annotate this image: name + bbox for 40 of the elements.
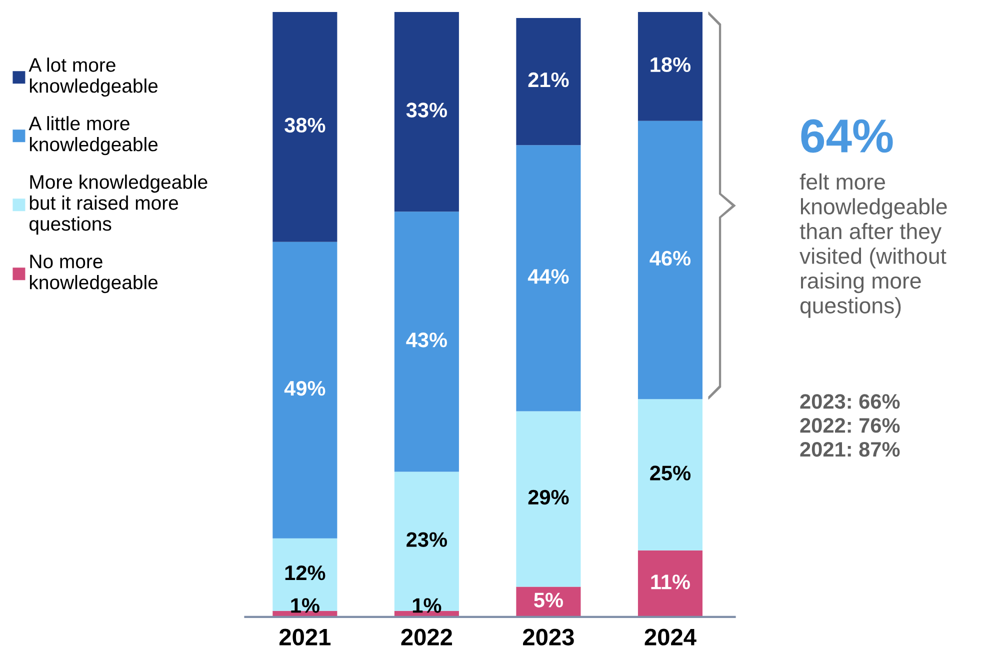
data-label: 1% <box>291 598 320 613</box>
bar <box>638 399 702 550</box>
data-label: 12% <box>285 565 326 580</box>
data-label: 49% <box>284 380 326 396</box>
legend-label: A lot more knowledgeable <box>28 58 158 97</box>
data-label: 21% <box>528 72 569 88</box>
bar <box>516 18 581 146</box>
legend-label: More knowledgeable but it raised more questions <box>30 174 208 235</box>
x-tick-label: 2021 <box>279 628 331 646</box>
data-label: 33% <box>406 102 447 118</box>
text: felt more knowledgeable than after they visited (without raising more questions) <box>800 173 947 318</box>
bar <box>638 12 702 121</box>
data-label: 18% <box>650 57 691 72</box>
bar <box>272 12 338 242</box>
bar <box>516 411 581 587</box>
bar <box>516 145 581 412</box>
x-tick-label: 2024 <box>644 628 696 646</box>
data-label: 43% <box>406 332 447 348</box>
x-tick-label: 2023 <box>523 628 574 646</box>
data-label: 23% <box>406 532 447 547</box>
text: 2023: 66% 2022: 76% 2021: 87% <box>800 394 900 457</box>
data-label: 29% <box>528 490 569 505</box>
bar <box>394 212 459 472</box>
legend-label: No more knowledgeable <box>30 254 158 294</box>
data-label: 46% <box>650 250 691 266</box>
x-tick-label: 2022 <box>401 628 452 646</box>
bar <box>394 12 459 212</box>
data-label: 38% <box>284 118 326 133</box>
bar <box>272 538 338 611</box>
data-label: 25% <box>650 466 691 480</box>
data-label: 44% <box>528 269 569 284</box>
data-label: 11% <box>651 574 690 590</box>
data-label: 1% <box>412 598 442 613</box>
data-label: 5% <box>534 592 563 608</box>
bar <box>272 242 338 538</box>
bar <box>394 472 459 611</box>
legend-label: A little more knowledgeable <box>28 116 158 156</box>
bar <box>638 120 702 400</box>
bar <box>638 550 702 617</box>
text: 64% <box>801 119 893 153</box>
